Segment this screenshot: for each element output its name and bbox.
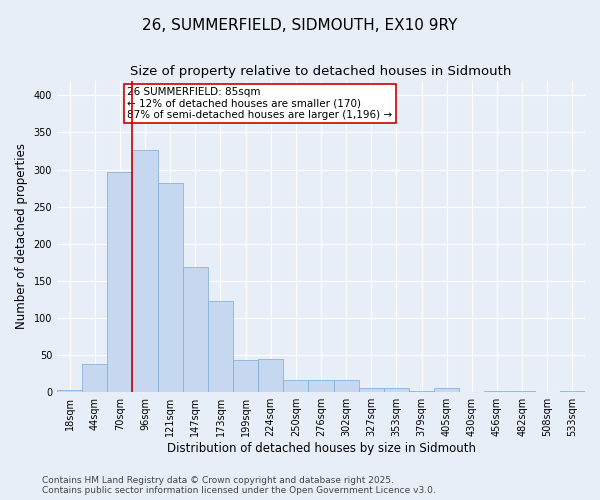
Bar bbox=[434, 388, 459, 392]
Bar bbox=[107, 172, 133, 392]
Bar bbox=[359, 388, 384, 392]
Bar bbox=[82, 364, 107, 392]
Bar bbox=[484, 390, 509, 392]
X-axis label: Distribution of detached houses by size in Sidmouth: Distribution of detached houses by size … bbox=[167, 442, 476, 455]
Bar bbox=[158, 183, 183, 392]
Text: 26, SUMMERFIELD, SIDMOUTH, EX10 9RY: 26, SUMMERFIELD, SIDMOUTH, EX10 9RY bbox=[142, 18, 458, 32]
Bar bbox=[334, 380, 359, 392]
Y-axis label: Number of detached properties: Number of detached properties bbox=[15, 144, 28, 330]
Bar bbox=[183, 267, 208, 392]
Bar bbox=[308, 380, 334, 392]
Title: Size of property relative to detached houses in Sidmouth: Size of property relative to detached ho… bbox=[130, 65, 512, 78]
Bar bbox=[208, 301, 233, 392]
Bar bbox=[233, 360, 258, 392]
Bar bbox=[133, 150, 158, 392]
Bar bbox=[384, 388, 409, 392]
Bar bbox=[283, 380, 308, 392]
Text: 26 SUMMERFIELD: 85sqm
← 12% of detached houses are smaller (170)
87% of semi-det: 26 SUMMERFIELD: 85sqm ← 12% of detached … bbox=[127, 87, 392, 120]
Bar bbox=[258, 359, 283, 392]
Text: Contains HM Land Registry data © Crown copyright and database right 2025.
Contai: Contains HM Land Registry data © Crown c… bbox=[42, 476, 436, 495]
Bar bbox=[57, 390, 82, 392]
